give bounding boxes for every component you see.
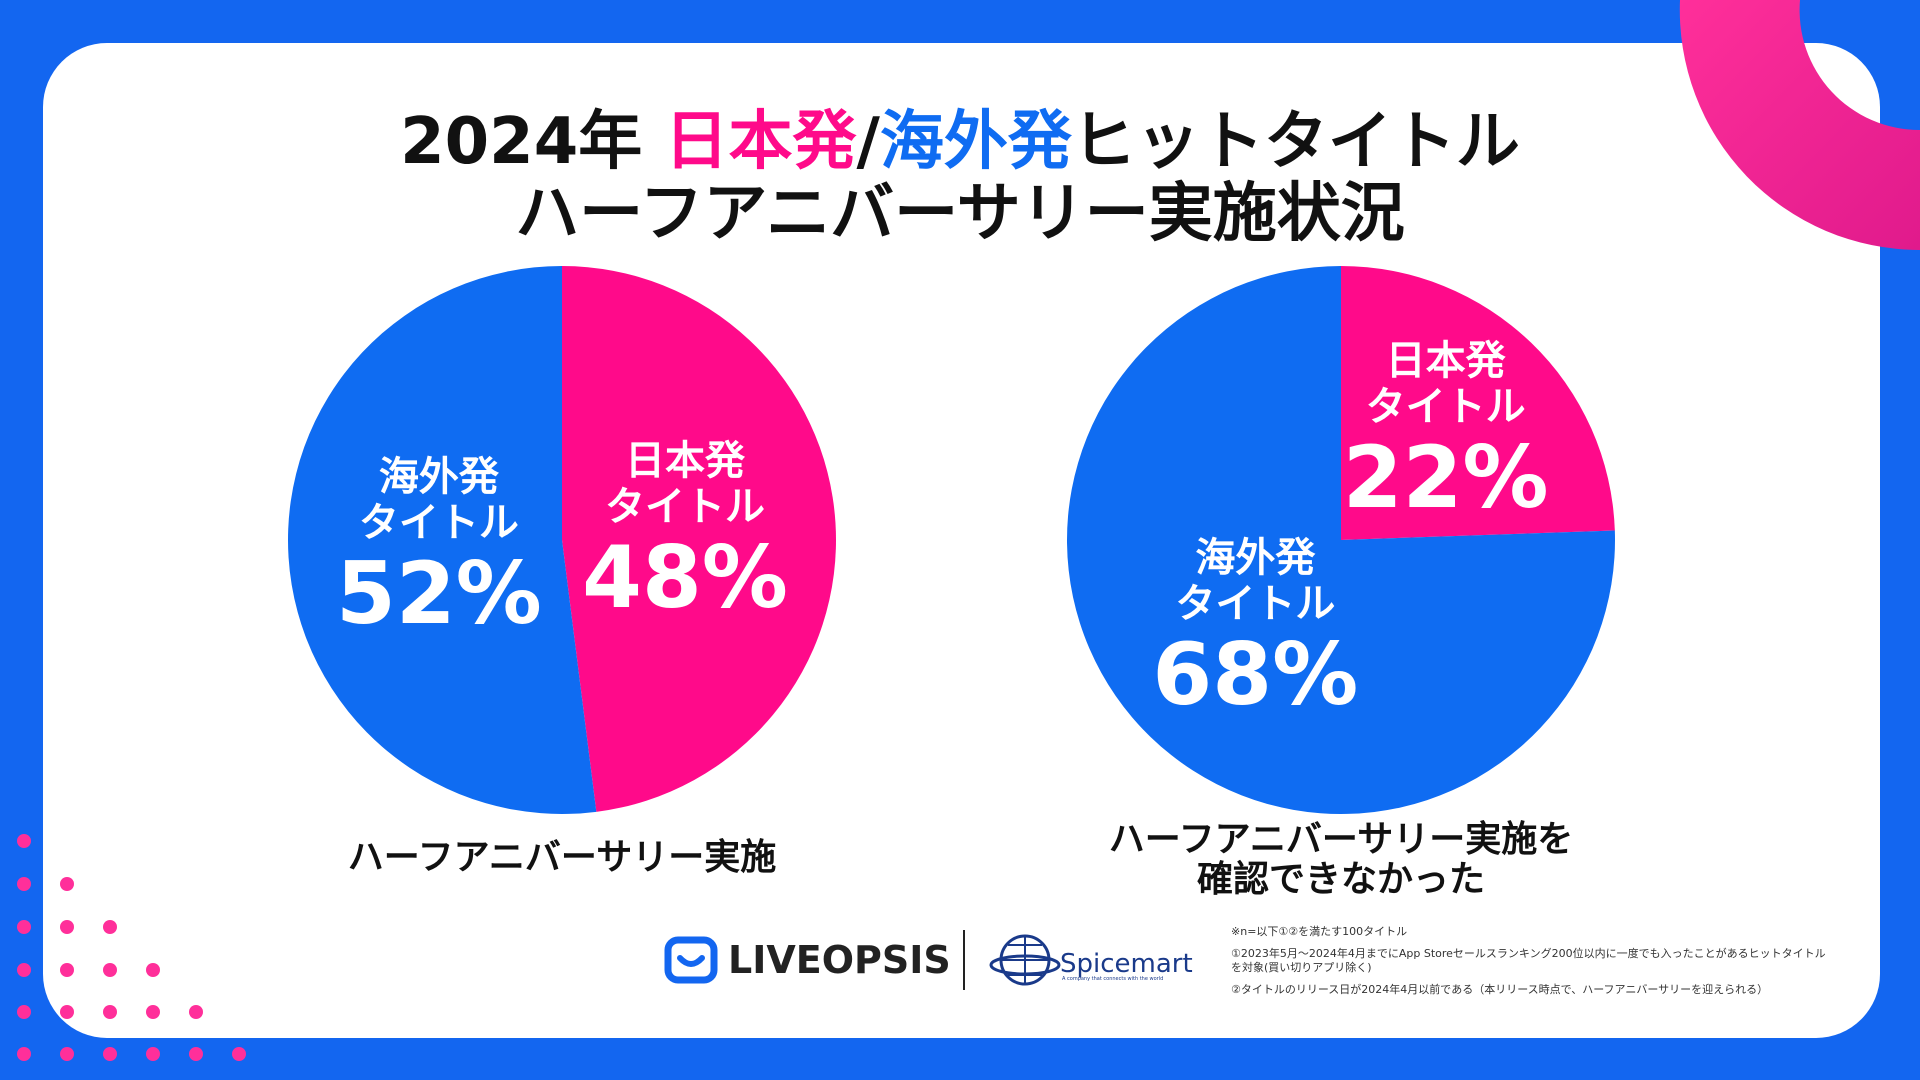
slice-label: 日本発 タイトル 22% — [1343, 338, 1549, 526]
dots — [17, 834, 246, 1061]
title-part: 2024年 — [400, 105, 665, 179]
title-part: ヒットタイトル — [1071, 105, 1520, 179]
slice-name: 日本発 タイトル — [1365, 337, 1526, 430]
logo-spicemart: Spicemart A company that connects with t… — [989, 934, 1193, 986]
slice-name: 日本発 タイトル — [605, 438, 766, 531]
title-part: 日本発 — [664, 105, 857, 179]
slice-value: 68% — [1152, 624, 1359, 725]
slice-label: 日本発 タイトル 48% — [582, 438, 788, 626]
slice-value: 52% — [336, 543, 542, 644]
pies — [288, 266, 1615, 814]
caption-line: ハーフアニバーサリー実施 — [347, 837, 777, 878]
pie-caption: ハーフアニバーサリー実施を 確認できなかった — [1109, 820, 1573, 900]
slice-label: 海外発 タイトル 52% — [336, 454, 542, 642]
ring-decoration — [1679, 0, 1920, 251]
pie-slice — [1341, 266, 1615, 540]
slice-name: 海外発 タイトル — [1175, 534, 1336, 627]
logo-text: Spicemart — [1060, 949, 1193, 979]
logo-liveopsis: LIVEOPSIS — [664, 936, 951, 984]
title: 2024年 日本発/海外発ヒットタイトル — [0, 90, 1920, 182]
pie-slice — [562, 266, 837, 812]
title-part: 海外発 — [879, 105, 1072, 179]
slice-value: 22% — [1342, 427, 1549, 528]
logo-tagline: A company that connects with the world — [1062, 976, 1163, 982]
pie-slice — [288, 266, 597, 814]
title-part: / — [856, 105, 880, 179]
note: ※n=以下①②を満たす100タイトル — [1231, 925, 1408, 938]
slice-name: 海外発 タイトル — [358, 453, 519, 546]
slice-label: 海外発 タイトル 68% — [1152, 535, 1358, 723]
caption-line: 確認できなかった — [1196, 859, 1485, 900]
pie-caption: ハーフアニバーサリー実施 — [348, 838, 776, 878]
note: ②タイトルのリリース日が2024年4月以前である（本リリース時点で、ハーフアニバ… — [1231, 983, 1769, 996]
notes: ※n=以下①②を満たす100タイトル ①2023年5月～2024年4月までにAp… — [1231, 925, 1831, 1005]
pie-slice — [1066, 266, 1615, 814]
caption-line: ハーフアニバーサリー実施を — [1108, 819, 1574, 860]
note: ①2023年5月～2024年4月までにApp Storeセールスランキング200… — [1231, 947, 1826, 974]
slice-value: 48% — [582, 528, 788, 629]
logo-text: LIVEOPSIS — [728, 938, 951, 982]
title: ハーフアニバーサリー実施状況 — [515, 177, 1405, 251]
